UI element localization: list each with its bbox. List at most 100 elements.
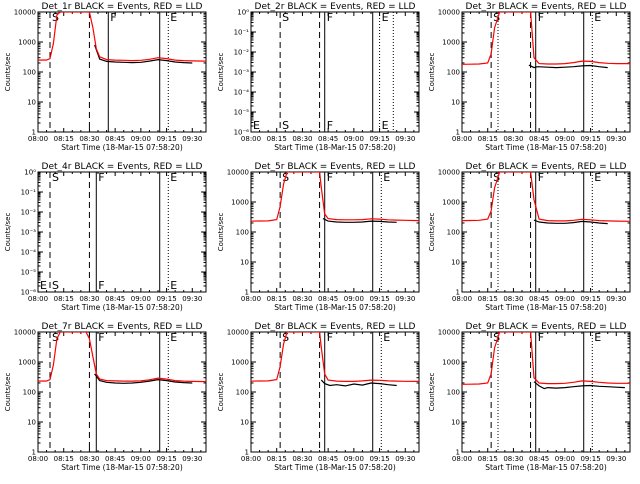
corner-label: E [253, 119, 260, 132]
y-tick-label: 10000 [438, 169, 460, 177]
y-tick-label: 10 [240, 259, 249, 267]
y-tick-label: 1000 [18, 39, 36, 47]
panel-2: Det_2r BLACK = Events, RED = LLD 08:00 08:… [217, 2, 420, 152]
panel-title: Det_6r BLACK = Events, RED = LLD [466, 162, 627, 172]
y-axis-label: Counts/sec [217, 53, 225, 92]
y-axis-label: Counts/sec [4, 213, 12, 252]
x-axis-label: Start Time (18-Mar-15 07:58:20) [485, 463, 607, 472]
marker-label: E [594, 171, 601, 184]
plot-frame [461, 331, 631, 453]
x-tick-label: 08:15 [478, 295, 498, 303]
y-tick-label: 10⁻² [21, 209, 37, 217]
marker-label: S [493, 171, 500, 184]
x-tick-label: 08:15 [478, 455, 498, 463]
series-events [320, 379, 397, 387]
x-tick-label: 08:45 [318, 135, 338, 143]
y-axis-label: Counts/sec [217, 373, 225, 412]
y-axis-label: Counts/sec [217, 213, 225, 252]
y-tick-label: 1 [456, 129, 460, 137]
marker-label: F [98, 331, 104, 344]
panel-title: Det_4r BLACK = Events, RED = LLD [42, 162, 203, 172]
y-tick-label: 1000 [442, 359, 460, 367]
panel-8: Det_8r BLACK = Events, RED = LLD 08:00 08:… [217, 322, 420, 472]
x-tick-label: 08:15 [54, 295, 74, 303]
y-tick-label: 10⁻⁵ [21, 269, 37, 277]
x-tick-label: 09:00 [131, 135, 151, 143]
x-tick-label: 08:45 [318, 295, 338, 303]
panel-9: Det_9r BLACK = Events, RED = LLD 08:00 08:… [428, 322, 631, 472]
y-axis-label: Counts/sec [428, 53, 436, 92]
x-tick-label: 08:30 [79, 135, 99, 143]
y-tick-label: 10 [27, 419, 36, 427]
y-tick-label: 10⁻³ [234, 69, 250, 77]
marker-label: S [493, 331, 500, 344]
series-events [94, 44, 193, 64]
x-tick-label: 08:00 [241, 455, 261, 463]
marker-label: S [52, 171, 59, 184]
y-tick-label: 10⁻² [234, 49, 250, 57]
y-tick-label: 1000 [231, 199, 249, 207]
x-tick-label: 09:15 [580, 455, 600, 463]
corner-label: E [40, 279, 47, 292]
plot-frame [250, 331, 420, 453]
x-tick-label: 08:15 [267, 135, 287, 143]
x-axis-label: Start Time (18-Mar-15 07:58:20) [485, 143, 607, 152]
x-tick-label: 08:15 [54, 135, 74, 143]
plot-frame [461, 171, 631, 293]
x-tick-label: 09:30 [182, 135, 202, 143]
y-tick-label: 10 [451, 99, 460, 107]
x-tick-label: 09:00 [555, 455, 575, 463]
y-tick-label: 10000 [227, 169, 249, 177]
plot-frame [461, 11, 631, 133]
y-tick-label: 10000 [14, 9, 36, 17]
y-tick-label: 10⁰ [237, 9, 249, 17]
x-tick-label: 09:15 [156, 455, 176, 463]
x-tick-label: 08:45 [318, 455, 338, 463]
x-tick-label: 08:30 [79, 455, 99, 463]
x-tick-label: 09:00 [555, 135, 575, 143]
series-lld [462, 12, 630, 65]
y-tick-label: 100 [236, 389, 249, 397]
x-axis-label: Start Time (18-Mar-15 07:58:20) [485, 303, 607, 312]
x-tick-label: 08:45 [529, 295, 549, 303]
marker-label: E [170, 171, 177, 184]
marker-label: F [538, 331, 544, 344]
x-tick-label: 08:30 [503, 135, 523, 143]
y-tick-label: 10 [451, 259, 460, 267]
y-tick-label: 1 [456, 289, 460, 297]
x-tick-label: 08:00 [241, 295, 261, 303]
panel-title: Det_1r BLACK = Events, RED = LLD [42, 2, 203, 12]
x-tick-label: 08:45 [105, 455, 125, 463]
x-tick-label: 08:30 [79, 295, 99, 303]
panel-title: Det_8r BLACK = Events, RED = LLD [255, 322, 416, 332]
y-tick-label: 1000 [231, 359, 249, 367]
y-tick-label: 10⁻⁵ [234, 109, 250, 117]
x-tick-label: 09:15 [369, 295, 389, 303]
y-tick-label: 10000 [438, 9, 460, 17]
y-tick-label: 100 [447, 389, 460, 397]
plot-frame [250, 11, 420, 133]
y-tick-label: 1 [245, 289, 249, 297]
marker-label: F [327, 171, 333, 184]
panel-4: Det_4r BLACK = Events, RED = LLD 08:00 08:… [4, 162, 207, 312]
plot-frame [37, 171, 207, 293]
marker-label: F [98, 171, 104, 184]
x-axis-label: Start Time (18-Mar-15 07:58:20) [274, 143, 396, 152]
x-tick-label: 08:00 [241, 135, 261, 143]
series-lld [251, 172, 419, 222]
series-events [533, 381, 625, 390]
panel-title: Det_3r BLACK = Events, RED = LLD [466, 2, 627, 12]
y-tick-label: 10⁻⁴ [21, 249, 37, 257]
x-tick-label: 08:15 [54, 455, 74, 463]
plot-frame [250, 171, 420, 293]
marker-label: F [538, 11, 544, 24]
y-tick-label: 10 [240, 419, 249, 427]
y-tick-label: 10000 [438, 329, 460, 337]
y-tick-label: 100 [447, 69, 460, 77]
x-tick-label: 09:30 [395, 295, 415, 303]
y-tick-label: 1000 [18, 359, 36, 367]
x-tick-label: 09:00 [131, 455, 151, 463]
x-tick-label: 09:00 [131, 295, 151, 303]
